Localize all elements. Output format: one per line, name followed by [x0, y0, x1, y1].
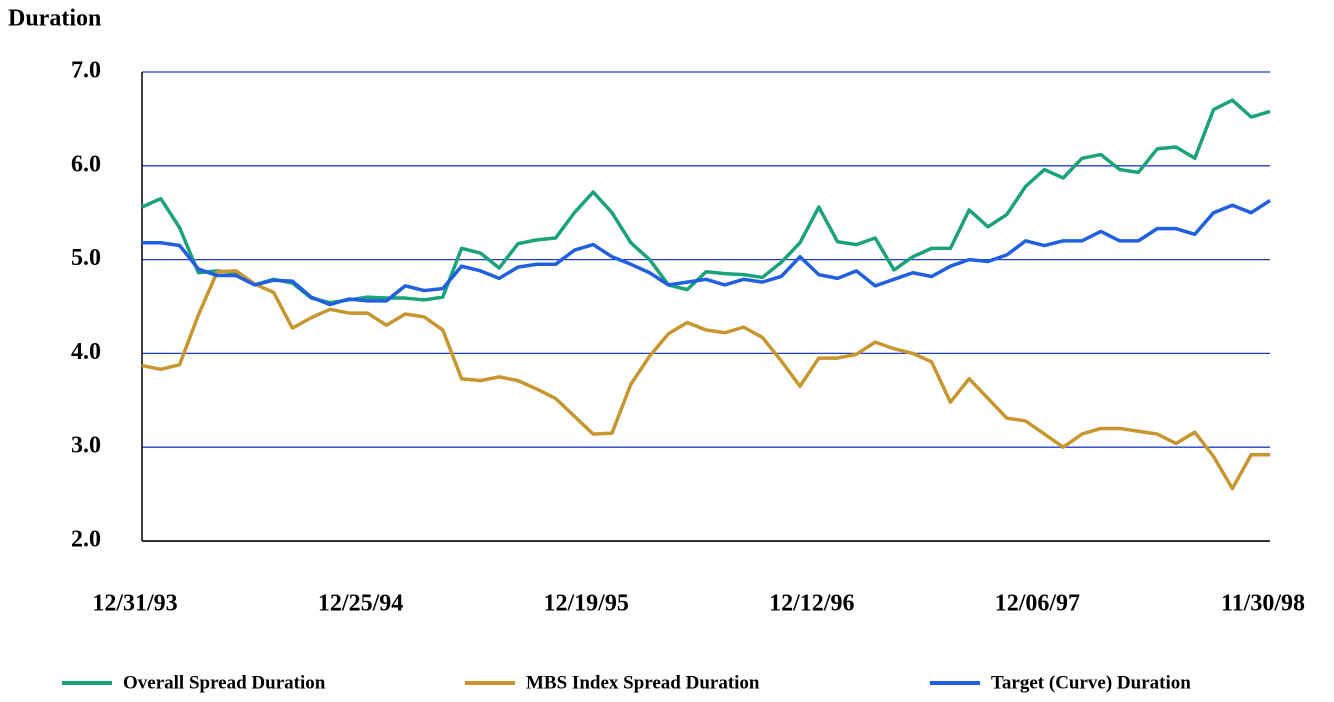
legend-label: Overall Spread Duration [123, 672, 326, 693]
x-tick-label: 12/12/96 [769, 591, 854, 617]
legend-label: MBS Index Spread Duration [526, 672, 760, 693]
x-tick-label: 12/06/97 [995, 591, 1080, 617]
y-tick-label: 7.0 [71, 58, 101, 84]
y-tick-label: 5.0 [71, 245, 101, 271]
x-tick-label: 12/19/95 [544, 591, 629, 617]
series-line [141, 98, 1271, 305]
y-tick-label: 4.0 [71, 339, 101, 365]
x-tick-label: 12/31/93 [92, 591, 177, 617]
series-line [142, 199, 1271, 307]
y-tick-label: 6.0 [71, 151, 101, 177]
y-tick-label: 3.0 [71, 433, 101, 459]
y-axis-label: Duration [8, 6, 101, 32]
x-tick-label: 11/30/98 [1221, 591, 1305, 617]
series-line [141, 269, 1270, 491]
legend-label: Target (Curve) Duration [991, 672, 1191, 693]
x-tick-label: 12/25/94 [318, 591, 403, 617]
y-tick-label: 2.0 [71, 527, 101, 553]
